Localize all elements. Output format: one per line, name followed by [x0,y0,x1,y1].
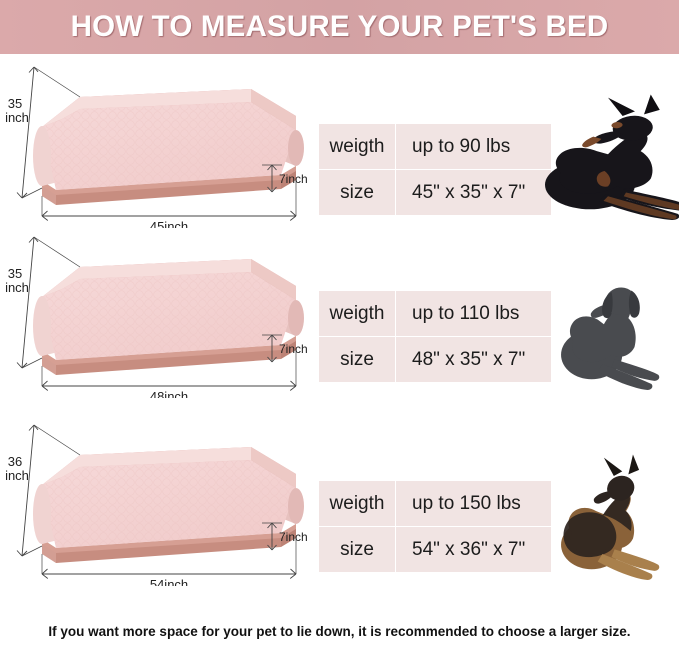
svg-text:36: 36 [8,454,22,469]
svg-text:7inch: 7inch [279,172,308,186]
svg-text:48inch: 48inch [150,389,188,398]
svg-text:7inch: 7inch [279,530,308,544]
svg-text:7inch: 7inch [279,342,308,356]
svg-text:35: 35 [8,266,22,281]
svg-text:54inch: 54inch [150,577,188,586]
svg-text:inch: inch [5,110,29,125]
svg-text:inch: inch [5,280,29,295]
svg-text:35: 35 [8,96,22,111]
svg-text:inch: inch [5,468,29,483]
